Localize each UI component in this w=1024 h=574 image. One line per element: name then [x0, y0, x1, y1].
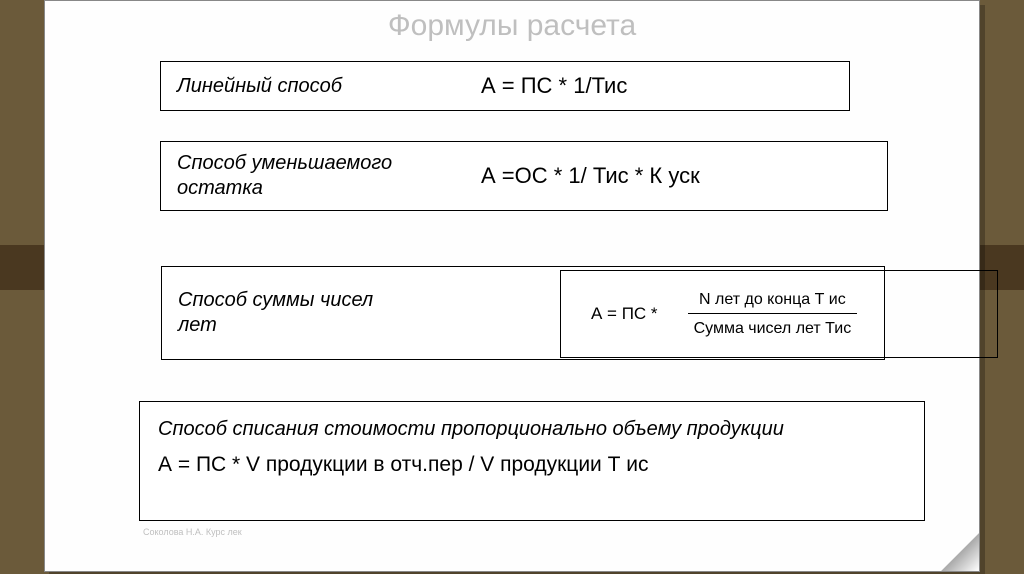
- formula-prefix: А = ПС *: [591, 304, 658, 324]
- fraction-denominator: Сумма чисел лет Тис: [688, 313, 858, 338]
- method-label: Способ суммы чисел лет: [162, 288, 412, 338]
- fraction-box: А = ПС * N лет до конца Т ис Сумма чисел…: [560, 270, 998, 358]
- formula-box-linear: Линейный способ А = ПС * 1/Тис: [160, 61, 850, 111]
- method-label: Способ уменьшаемого остатка: [161, 151, 461, 201]
- method-formula: А =ОС * 1/ Тис * К уск: [481, 163, 700, 189]
- slide-title: Формулы расчета: [45, 9, 979, 43]
- fraction-numerator: N лет до конца Т ис: [693, 291, 852, 313]
- formula-box-sum-of-years: Способ суммы чисел лет А = ПС * N лет до…: [161, 266, 885, 360]
- formula-box-units-of-production: Способ списания стоимости пропорциональн…: [139, 401, 925, 521]
- fraction: N лет до конца Т ис Сумма чисел лет Тис: [688, 291, 858, 338]
- formula-box-declining: Способ уменьшаемого остатка А =ОС * 1/ Т…: [160, 141, 888, 211]
- method-formula: А = ПС * V продукции в отч.пер / V проду…: [158, 453, 906, 477]
- method-label: Способ списания стоимости пропорциональн…: [158, 416, 906, 443]
- method-label: Линейный способ: [161, 74, 461, 99]
- footer-attribution: Соколова Н.А. Курс лек: [143, 527, 242, 537]
- method-formula: А = ПС * 1/Тис: [481, 73, 627, 99]
- slide: Формулы расчета Линейный способ А = ПС *…: [44, 0, 980, 572]
